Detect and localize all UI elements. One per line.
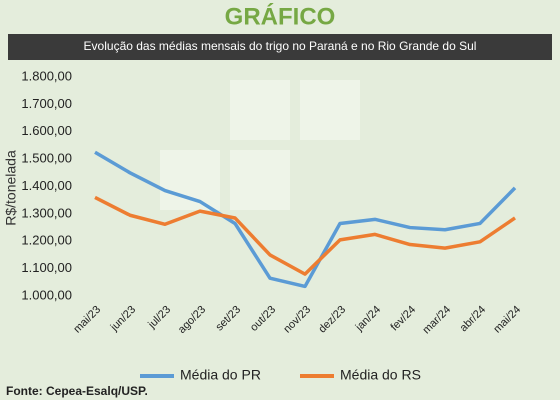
y-tick-label: 1.600,00: [21, 123, 72, 138]
legend-label: Média do RS: [340, 367, 421, 383]
y-tick-label: 1.300,00: [21, 205, 72, 220]
header: GRÁFICO: [225, 2, 336, 30]
source: Fonte: Cepea-Esalq/USP.: [6, 384, 148, 398]
y-tick-label: 1.400,00: [21, 178, 72, 193]
line-series: [94, 195, 516, 276]
y-tick-label: 1.500,00: [21, 151, 72, 166]
y-tick-label: 1.700,00: [21, 96, 72, 111]
y-axis-label: R$/tonelada: [3, 150, 19, 226]
y-tick-label: 1.100,00: [21, 260, 72, 275]
line-series: [94, 150, 517, 289]
y-tick-label: 1.000,00: [21, 287, 72, 302]
title-bar: [8, 34, 552, 60]
legend-label: Média do PR: [180, 367, 261, 383]
chart-title: Evolução das médias mensais do trigo no …: [84, 39, 477, 53]
y-tick-label: 1.800,00: [21, 68, 72, 83]
y-tick-label: 1.200,00: [21, 233, 72, 248]
